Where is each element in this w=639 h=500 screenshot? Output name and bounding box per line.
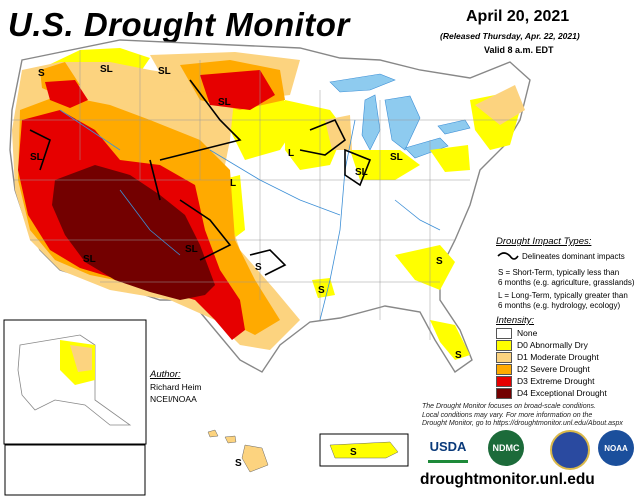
author-heading: Author: xyxy=(150,369,181,380)
impact-types-heading: Drought Impact Types: xyxy=(496,236,592,247)
legend-swatch xyxy=(496,388,512,400)
release-date: (Released Thursday, Apr. 22, 2021) xyxy=(440,31,580,41)
d4-exceptional-drought xyxy=(52,165,215,300)
legend-item-d0: D0 Abnormally Dry xyxy=(496,340,588,352)
impact-lines xyxy=(29,79,372,276)
legend-label: D0 Abnormally Dry xyxy=(517,340,588,350)
legend-swatch xyxy=(496,340,512,352)
impact-label-sl8: SL xyxy=(185,244,198,255)
usda-logo: USDA xyxy=(428,432,468,463)
hawaii-inset xyxy=(4,444,146,496)
impact-label-s1: S xyxy=(38,68,45,79)
impact-label-s3: S xyxy=(318,285,325,296)
impact-label-sl5: SL xyxy=(355,167,368,178)
impact-label-sl3: SL xyxy=(218,97,231,108)
note-line: The Drought Monitor focuses on broad-sca… xyxy=(422,403,596,410)
impact-label-l1: L xyxy=(288,148,294,159)
author-name: Richard Heim xyxy=(150,382,202,392)
legend-item-d3: D3 Extreme Drought xyxy=(496,376,595,388)
disclaimer-note: The Drought Monitor focuses on broad-sca… xyxy=(422,403,636,429)
impact-short-term-1: S = Short-Term, typically less than xyxy=(498,268,620,277)
impact-label-sl4: SL xyxy=(30,152,43,163)
map-title: U.S. Drought Monitor xyxy=(8,6,350,43)
legend-label: D1 Moderate Drought xyxy=(517,352,599,362)
legend-item-d2: D2 Severe Drought xyxy=(496,364,590,376)
impact-long-term-2: 6 months (e.g. hydrology, ecology) xyxy=(498,301,621,310)
map-date: April 20, 2021 xyxy=(466,8,570,25)
impact-label-s2: S xyxy=(255,262,262,273)
state-borders xyxy=(12,50,520,340)
legend-label: D3 Extreme Drought xyxy=(517,376,595,386)
noaa-logo: NOAA xyxy=(598,430,634,466)
great-lakes xyxy=(329,73,471,159)
legend-swatch xyxy=(496,364,512,376)
impact-label-s4: S xyxy=(436,256,443,267)
hawaii-label-s: S xyxy=(235,458,242,469)
legend-item-d1: D1 Moderate Drought xyxy=(496,352,599,364)
impact-label-sl7: SL xyxy=(83,254,96,265)
impact-label-s5: S xyxy=(455,350,462,361)
d0-abnormally-dry xyxy=(38,48,520,360)
legend-label: D2 Severe Drought xyxy=(517,364,590,374)
commerce-seal-icon xyxy=(550,430,590,470)
legend-item-d4: D4 Exceptional Drought xyxy=(496,388,607,400)
impact-line-symbol xyxy=(497,252,519,260)
impact-label-sl1: SL xyxy=(100,64,113,75)
legend-swatch xyxy=(496,376,512,388)
impact-label-l2: L xyxy=(230,178,236,189)
legend-swatch xyxy=(496,328,512,340)
legend-label: D4 Exceptional Drought xyxy=(517,388,607,398)
valid-time: Valid 8 a.m. EDT xyxy=(484,45,554,55)
impact-long-term-1: L = Long-Term, typically greater than xyxy=(498,291,628,300)
impact-delineates: Delineates dominant impacts xyxy=(522,252,625,261)
rivers xyxy=(59,109,441,321)
alaska-d1 xyxy=(70,345,92,372)
note-line: Local conditions may vary. For more info… xyxy=(422,411,593,419)
hawaii-islands xyxy=(207,429,269,473)
intensity-heading: Intensity: xyxy=(496,315,535,326)
impact-label-sl2: SL xyxy=(158,66,171,77)
impact-label-sl6: SL xyxy=(390,152,403,163)
impact-short-term-2: 6 months (e.g. agriculture, grasslands) xyxy=(498,278,635,287)
puerto-rico-label-s: S xyxy=(350,447,357,458)
legend-label: None xyxy=(517,328,538,338)
note-line: Drought Monitor, go to https://droughtmo… xyxy=(422,420,623,427)
puerto-rico-shape xyxy=(329,441,399,459)
legend-swatch xyxy=(496,352,512,364)
ndmc-logo: NDMC xyxy=(488,430,524,466)
website-url[interactable]: droughtmonitor.unl.edu xyxy=(420,471,595,488)
legend-item-none: None xyxy=(496,328,538,340)
author-org: NCEI/NOAA xyxy=(150,394,197,404)
